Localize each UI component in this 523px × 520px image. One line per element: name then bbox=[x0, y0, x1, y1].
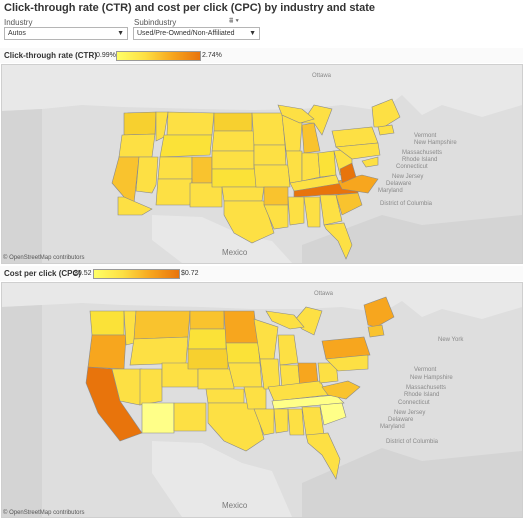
cpc-ne-dc: District of Columbia bbox=[386, 439, 439, 445]
subindustry-select-value: Used/Pre-Owned/Non-Affiliated bbox=[137, 30, 235, 37]
ctr-label-ottawa: Ottawa bbox=[312, 73, 332, 79]
industry-filter-label: Industry bbox=[4, 18, 33, 27]
cpc-ne-delaware: Delaware bbox=[388, 417, 414, 423]
ctr-map[interactable]: Ottawa Mexico Vermont New Hampshire Mass… bbox=[1, 64, 523, 264]
cpc-map-svg: Ottawa Mexico Vermont New Hampshire Mass… bbox=[2, 283, 522, 517]
ctr-ne-rhode-island: Rhode Island bbox=[402, 157, 437, 163]
ctr-legend-min: 0.99% bbox=[96, 52, 116, 59]
cpc-ne-massachusetts: Massachusetts bbox=[406, 385, 446, 391]
cpc-ne-new-york: New York bbox=[438, 337, 464, 343]
ctr-label-mexico: Mexico bbox=[222, 248, 248, 257]
ctr-ne-delaware: Delaware bbox=[386, 181, 412, 187]
industry-select[interactable]: Autos ▼ bbox=[4, 27, 128, 40]
ctr-attribution: © OpenStreetMap contributors bbox=[3, 255, 85, 261]
ctr-ne-massachusetts: Massachusetts bbox=[402, 150, 442, 156]
ctr-title: Click-through rate (CTR) bbox=[4, 51, 97, 60]
cpc-ne-connecticut: Connecticut bbox=[398, 400, 430, 406]
cpc-legend-min: $0.52 bbox=[74, 270, 92, 277]
cpc-title: Cost per click (CPC) bbox=[4, 269, 81, 278]
ctr-ne-dc: District of Columbia bbox=[380, 201, 433, 207]
cpc-ne-vermont: Vermont bbox=[414, 367, 437, 373]
ctr-ne-new-jersey: New Jersey bbox=[392, 174, 423, 180]
filter-options-icon[interactable]: ⩩ ▾ bbox=[229, 16, 239, 25]
ctr-ne-vermont: Vermont bbox=[414, 133, 437, 139]
ctr-ne-new-hampshire: New Hampshire bbox=[414, 140, 457, 146]
chevron-down-icon: ▼ bbox=[249, 30, 256, 37]
cpc-attribution: © OpenStreetMap contributors bbox=[3, 510, 85, 516]
cpc-label-ottawa: Ottawa bbox=[314, 291, 334, 297]
cpc-legend-max: $0.72 bbox=[181, 270, 199, 277]
cpc-ne-maryland: Maryland bbox=[380, 424, 405, 430]
ctr-ne-connecticut: Connecticut bbox=[396, 164, 428, 170]
cpc-ne-new-hampshire: New Hampshire bbox=[410, 375, 453, 381]
subindustry-filter-label: Subindustry bbox=[134, 18, 177, 27]
cpc-label-mexico: Mexico bbox=[222, 501, 248, 510]
ctr-ne-maryland: Maryland bbox=[378, 188, 403, 194]
ctr-legend-bar bbox=[116, 51, 201, 61]
cpc-ne-rhode-island: Rhode Island bbox=[404, 392, 439, 398]
cpc-ne-new-jersey: New Jersey bbox=[394, 410, 425, 416]
subindustry-select[interactable]: Used/Pre-Owned/Non-Affiliated ▼ bbox=[133, 27, 260, 40]
chevron-down-icon: ▼ bbox=[117, 30, 124, 37]
ctr-legend-max: 2.74% bbox=[202, 52, 222, 59]
industry-select-value: Autos bbox=[8, 30, 26, 37]
ctr-ne-labels: Vermont New Hampshire Massachusetts Rhod… bbox=[378, 133, 457, 207]
page-title: Click-through rate (CTR) and cost per cl… bbox=[4, 2, 375, 14]
ctr-map-svg: Ottawa Mexico Vermont New Hampshire Mass… bbox=[2, 65, 522, 263]
cpc-map[interactable]: Ottawa Mexico Vermont New Hampshire Mass… bbox=[1, 282, 523, 518]
cpc-legend-bar bbox=[93, 269, 180, 279]
cpc-ne-labels: Vermont New Hampshire Massachusetts Rhod… bbox=[380, 337, 464, 445]
